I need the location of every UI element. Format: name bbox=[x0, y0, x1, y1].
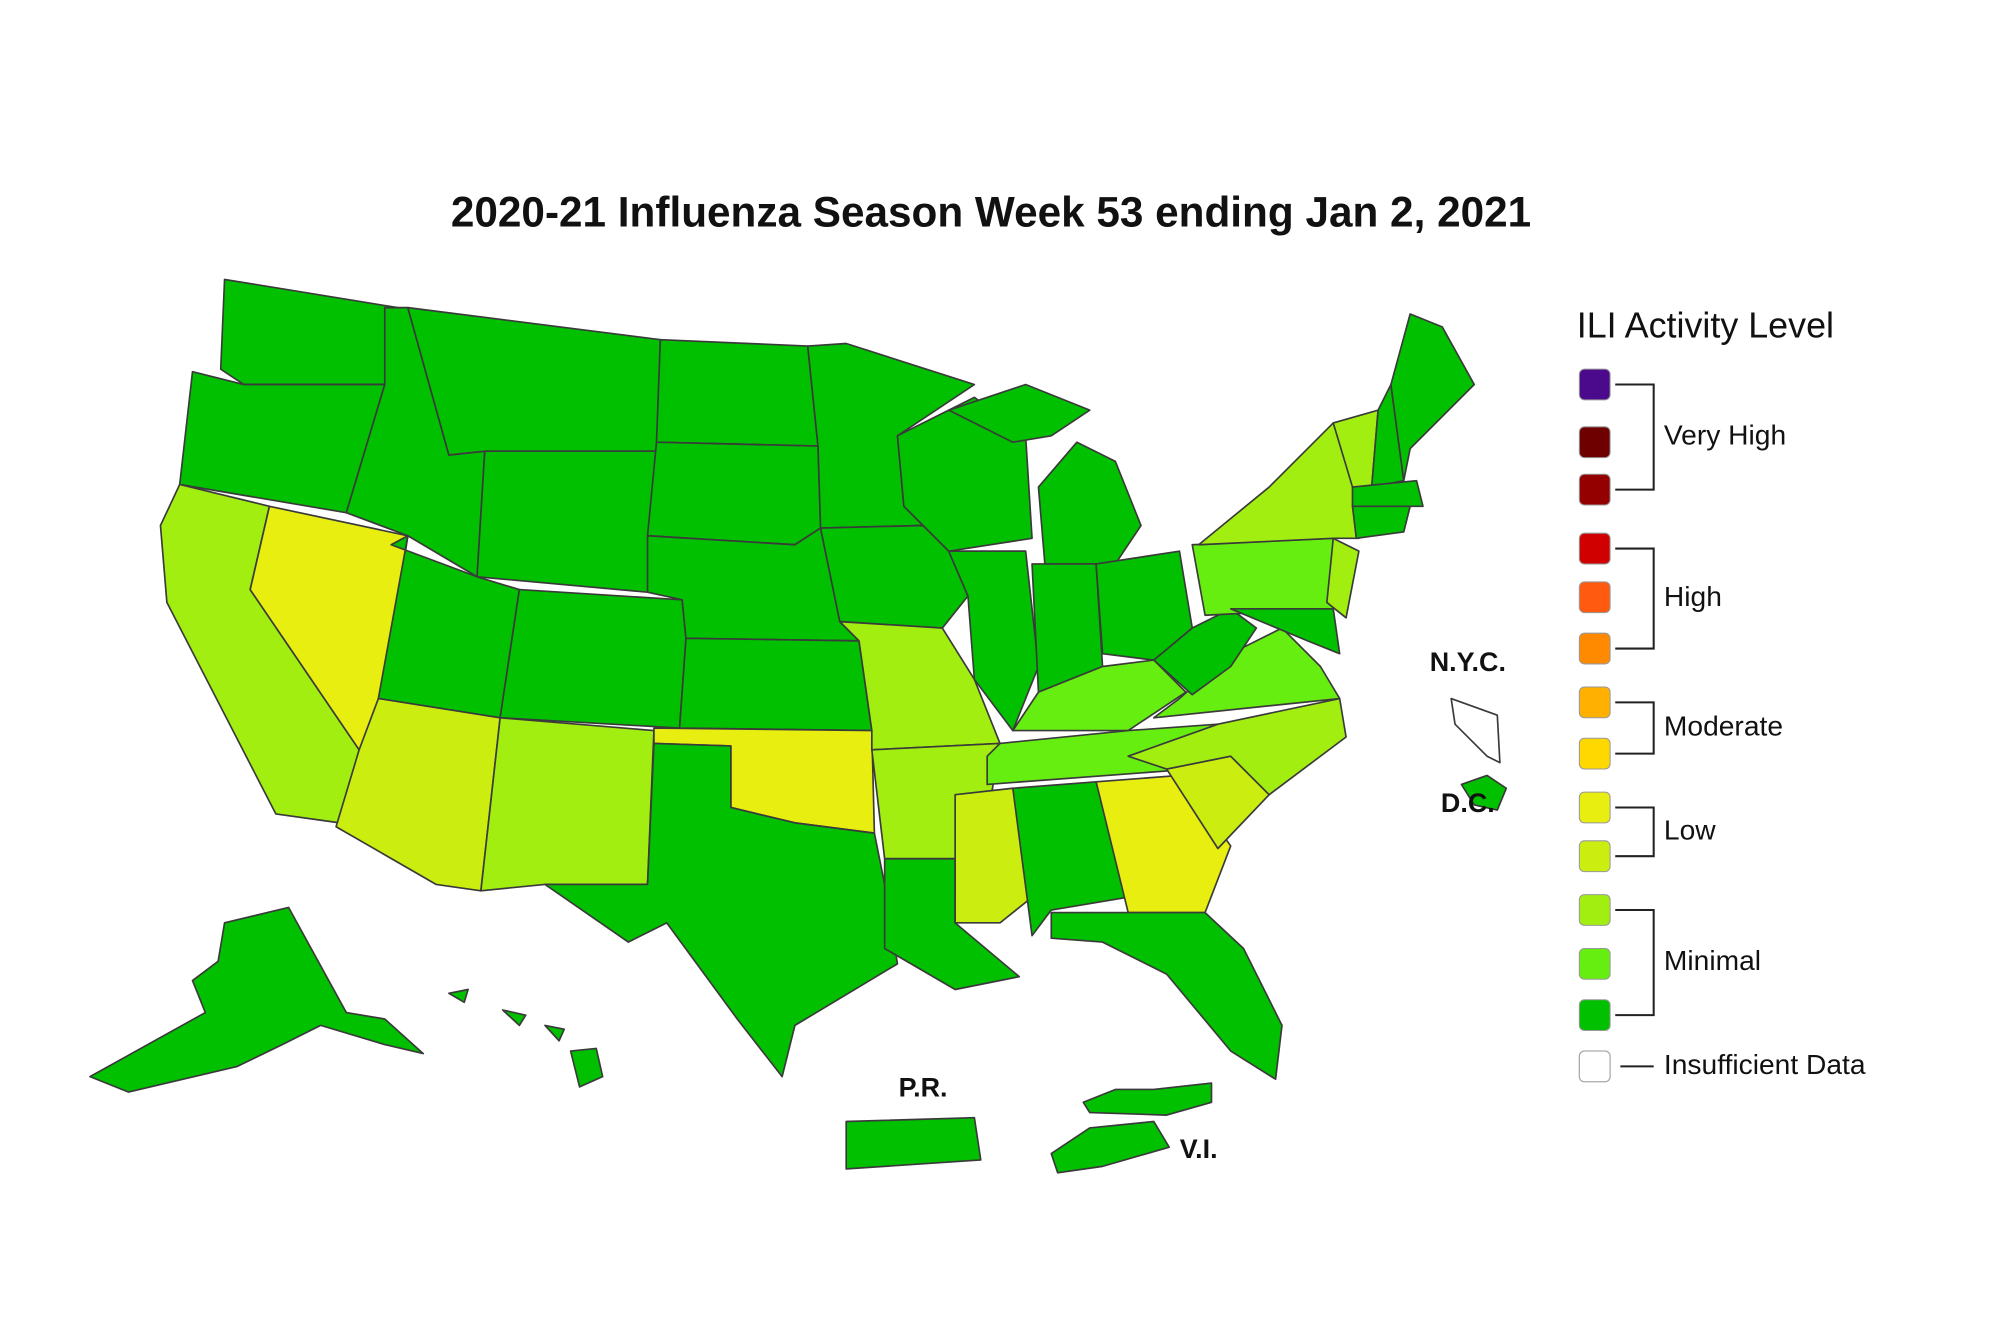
legend-bracket bbox=[1615, 547, 1655, 650]
region-shape bbox=[499, 588, 687, 729]
region-shape bbox=[1390, 313, 1476, 482]
legend-swatch bbox=[1578, 473, 1611, 506]
territory-label: V.I. bbox=[1180, 1134, 1218, 1164]
legend-swatch bbox=[1578, 581, 1611, 614]
region-shape bbox=[678, 637, 873, 732]
region-shape bbox=[655, 338, 819, 447]
region-shape bbox=[1011, 781, 1130, 937]
legend-label: Very High bbox=[1664, 419, 1786, 451]
legend-label: High bbox=[1664, 580, 1722, 612]
legend-swatch bbox=[1578, 632, 1611, 665]
legend-title: ILI Activity Level bbox=[1577, 306, 1834, 346]
region-shape bbox=[219, 278, 399, 386]
legend-bracket bbox=[1615, 383, 1655, 491]
map-title: 2020-21 Influenza Season Week 53 ending … bbox=[451, 189, 1531, 236]
legend-bracket bbox=[1615, 806, 1655, 858]
legend-bracket bbox=[1615, 909, 1655, 1017]
region-shape bbox=[1050, 911, 1283, 1081]
region-shape bbox=[1037, 441, 1142, 565]
region-shape bbox=[1191, 537, 1347, 617]
region-shape bbox=[646, 441, 822, 546]
legend-bracket bbox=[1615, 701, 1655, 755]
legend-swatch bbox=[1578, 840, 1611, 873]
state-shapes bbox=[89, 278, 1508, 1174]
region-shape bbox=[544, 1024, 566, 1042]
region-shape bbox=[1197, 422, 1360, 546]
region-shape bbox=[954, 787, 1033, 924]
legend-swatch bbox=[1578, 737, 1611, 770]
region-shape bbox=[947, 383, 1091, 444]
region-shape bbox=[1082, 1082, 1213, 1116]
legend-swatch bbox=[1578, 532, 1611, 565]
territory-label: N.Y.C. bbox=[1430, 647, 1506, 677]
territory-label: D.C. bbox=[1441, 788, 1495, 818]
region-shape bbox=[1050, 1120, 1171, 1174]
region-shape bbox=[476, 450, 658, 593]
legend-swatch bbox=[1578, 999, 1611, 1032]
legend-label: Minimal bbox=[1664, 944, 1761, 976]
region-shape bbox=[544, 742, 899, 1078]
region-shape bbox=[89, 906, 425, 1093]
region-shape bbox=[1351, 479, 1424, 508]
legend-swatch bbox=[1578, 791, 1611, 824]
region-shape bbox=[1450, 697, 1501, 764]
region-shape bbox=[569, 1047, 604, 1088]
region-shape bbox=[1127, 697, 1347, 796]
legend-label: Insufficient Data bbox=[1664, 1048, 1866, 1080]
legend-label: Moderate bbox=[1664, 709, 1783, 741]
legend-swatch bbox=[1578, 947, 1611, 980]
legend-swatch bbox=[1578, 426, 1611, 459]
legend-swatch bbox=[1578, 894, 1611, 926]
region-shape bbox=[1351, 505, 1411, 540]
legend-swatch bbox=[1578, 368, 1611, 401]
region-shape bbox=[1326, 537, 1360, 619]
region-shape bbox=[1460, 774, 1508, 811]
region-shape bbox=[501, 1009, 527, 1027]
region-shape bbox=[407, 306, 662, 456]
region-shape bbox=[845, 1116, 982, 1170]
region-shape bbox=[1229, 607, 1341, 655]
legend-swatch bbox=[1578, 686, 1611, 719]
region-shape bbox=[448, 988, 469, 1004]
legend-label: Low bbox=[1664, 813, 1716, 845]
region-shape bbox=[1152, 607, 1258, 696]
territory-label: P.R. bbox=[899, 1073, 948, 1103]
legend-swatch bbox=[1578, 1050, 1611, 1083]
region-shape bbox=[480, 716, 655, 892]
